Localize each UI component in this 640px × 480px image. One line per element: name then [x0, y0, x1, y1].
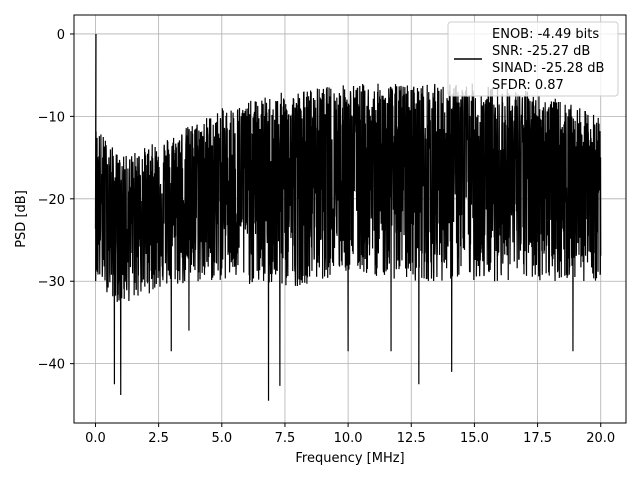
x-tick-label: 12.5 — [397, 431, 426, 446]
legend-entry-sinad: SINAD: -25.28 dB — [492, 61, 604, 76]
legend-entry-sfdr: SFDR: 0.87 — [492, 78, 564, 93]
x-tick-label: 2.5 — [148, 431, 169, 446]
x-tick-label: 10.0 — [334, 431, 363, 446]
legend-entry-snr: SNR: -25.27 dB — [492, 44, 590, 59]
y-tick-label: −40 — [38, 358, 65, 373]
x-tick-label: 20.0 — [586, 431, 615, 446]
y-tick-label: −20 — [38, 193, 65, 208]
y-axis-label: PSD [dB] — [14, 190, 29, 248]
x-tick-label: 7.5 — [275, 431, 296, 446]
y-tick-label: 0 — [57, 28, 65, 43]
x-tick-label: 15.0 — [460, 431, 489, 446]
legend-entry-enob: ENOB: -4.49 bits — [492, 27, 599, 42]
psd-line — [94, 33, 602, 401]
plot-frame — [73, 14, 627, 424]
y-tick-label: −10 — [38, 110, 65, 125]
y-axis: 0 −10 −20 −30 −40 — [38, 28, 74, 373]
series-psd — [94, 33, 602, 401]
legend-box — [447, 21, 619, 97]
x-tick-label: 17.5 — [523, 431, 552, 446]
x-tick-label: 5.0 — [211, 431, 232, 446]
x-tick-label: 0.0 — [85, 431, 106, 446]
y-tick-label: −30 — [38, 275, 65, 290]
x-axis: 0.0 2.5 5.0 7.5 10.0 12.5 15.0 17.5 20.0 — [85, 423, 615, 446]
x-axis-label: Frequency [MHz] — [295, 451, 404, 466]
legend: ENOB: -4.49 bits SNR: -25.27 dB SINAD: -… — [447, 21, 619, 97]
